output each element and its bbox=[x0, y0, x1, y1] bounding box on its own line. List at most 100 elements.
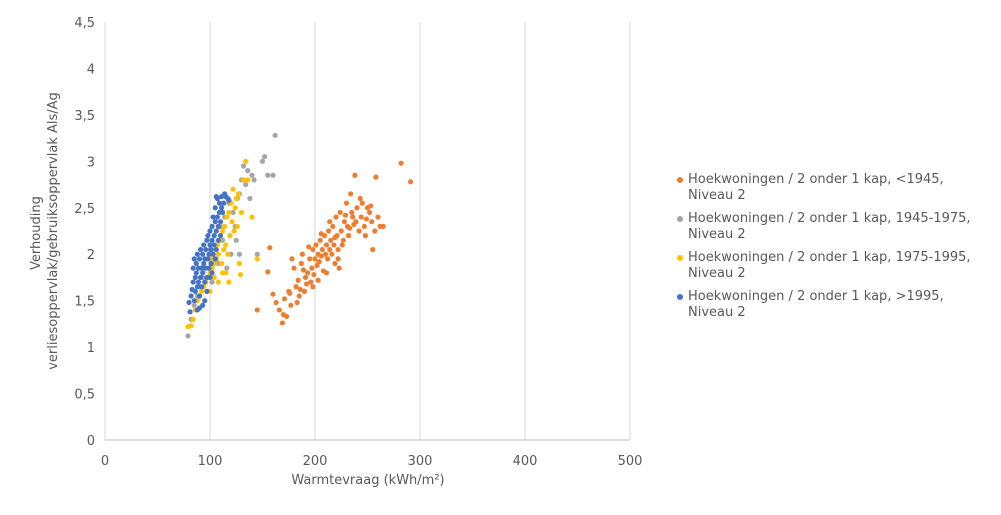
data-point-s0-25 bbox=[310, 246, 316, 253]
data-point-s0-70 bbox=[367, 209, 373, 216]
data-point-s3-66 bbox=[204, 288, 210, 294]
data-point-s3-52 bbox=[215, 223, 221, 229]
data-point-s2-23 bbox=[221, 246, 227, 253]
data-point-s3-5 bbox=[190, 265, 196, 271]
data-point-s0-87 bbox=[315, 277, 321, 283]
data-point-s0-12 bbox=[291, 265, 297, 271]
x-tick-label-5: 500 bbox=[618, 454, 643, 469]
data-point-s0-64 bbox=[356, 228, 362, 234]
data-point-s3-12 bbox=[194, 284, 200, 290]
data-point-s0-6 bbox=[279, 320, 286, 326]
data-point-s0-33 bbox=[318, 253, 324, 259]
data-point-s0-85 bbox=[306, 244, 312, 250]
data-point-s3-37 bbox=[207, 228, 213, 234]
y-tick-label-7: 3,5 bbox=[74, 109, 95, 124]
data-point-s3-14 bbox=[195, 279, 202, 285]
data-point-s0-78 bbox=[398, 160, 404, 166]
data-point-s0-15 bbox=[296, 293, 302, 299]
data-point-s0-52 bbox=[338, 228, 344, 234]
data-point-s3-28 bbox=[203, 246, 209, 253]
data-point-s3-17 bbox=[196, 293, 203, 299]
data-point-s0-65 bbox=[358, 214, 364, 220]
legend-marker-icon bbox=[677, 177, 683, 183]
data-point-s0-72 bbox=[370, 246, 376, 253]
data-point-s3-34 bbox=[206, 251, 212, 257]
data-point-s0-77 bbox=[380, 223, 386, 229]
data-point-s3-0 bbox=[186, 299, 192, 306]
legend-item-2: Hoekwoningen / 2 onder 1 kap, 1975-1995,… bbox=[676, 250, 996, 282]
data-point-s0-40 bbox=[326, 228, 332, 234]
data-point-s0-50 bbox=[336, 265, 342, 271]
data-point-s0-90 bbox=[327, 219, 333, 225]
data-point-s0-88 bbox=[318, 231, 324, 237]
data-point-s0-10 bbox=[288, 302, 294, 308]
data-point-s0-27 bbox=[312, 256, 318, 262]
data-point-s0-74 bbox=[373, 174, 379, 180]
data-point-s3-35 bbox=[206, 265, 212, 271]
data-point-s1-2 bbox=[191, 302, 197, 308]
data-point-s1-25 bbox=[243, 181, 249, 188]
series-3 bbox=[186, 191, 232, 315]
x-axis-title: Warmtevraag (kWh/m²) bbox=[291, 473, 444, 488]
y-tick-label-6: 3 bbox=[87, 155, 95, 170]
data-point-s1-28 bbox=[249, 172, 255, 178]
data-point-s1-31 bbox=[259, 158, 266, 164]
legend-item-0: Hoekwoningen / 2 onder 1 kap, <1945, Niv… bbox=[676, 172, 996, 204]
data-point-s3-71 bbox=[209, 270, 215, 276]
data-point-s2-40 bbox=[238, 209, 245, 216]
data-point-s3-56 bbox=[217, 219, 224, 225]
legend-marker-icon bbox=[677, 255, 683, 261]
data-point-s1-30 bbox=[254, 251, 260, 257]
data-point-s2-47 bbox=[226, 279, 232, 285]
data-point-s2-28 bbox=[226, 209, 232, 216]
series-0 bbox=[254, 160, 414, 326]
data-point-s3-38 bbox=[208, 260, 214, 267]
data-point-s0-19 bbox=[302, 274, 309, 281]
y-axis-title-line1: Verhouding bbox=[29, 196, 44, 270]
legend-marker-icon bbox=[677, 294, 683, 300]
x-tick-label-3: 300 bbox=[408, 454, 433, 469]
data-point-s1-16 bbox=[224, 265, 230, 271]
data-point-s3-41 bbox=[209, 223, 215, 229]
data-point-s1-29 bbox=[251, 177, 257, 183]
data-point-s2-18 bbox=[215, 251, 221, 257]
data-point-s0-23 bbox=[308, 279, 314, 285]
data-point-s1-27 bbox=[247, 195, 253, 202]
data-point-s0-71 bbox=[369, 219, 375, 225]
data-point-s3-55 bbox=[216, 200, 223, 206]
data-point-s2-25 bbox=[223, 242, 229, 248]
x-tick-label-0: 0 bbox=[101, 454, 109, 469]
data-point-s2-49 bbox=[220, 270, 226, 276]
data-point-s0-39 bbox=[325, 256, 331, 262]
data-point-s1-26 bbox=[245, 168, 251, 174]
data-point-s3-32 bbox=[205, 256, 211, 262]
data-point-s2-39 bbox=[237, 272, 244, 278]
data-point-s2-2 bbox=[190, 316, 196, 322]
data-point-s3-57 bbox=[218, 205, 225, 211]
data-point-s0-43 bbox=[329, 251, 335, 257]
data-point-s0-59 bbox=[349, 209, 355, 216]
y-tick-label-4: 2 bbox=[87, 248, 95, 263]
data-point-s0-79 bbox=[407, 179, 414, 185]
data-point-s0-14 bbox=[295, 277, 301, 283]
data-point-s0-67 bbox=[361, 223, 367, 229]
data-point-s2-45 bbox=[254, 256, 260, 262]
y-tick-label-1: 0,5 bbox=[74, 388, 95, 403]
data-point-s0-92 bbox=[335, 256, 341, 262]
data-point-s0-37 bbox=[322, 251, 329, 257]
data-point-s3-8 bbox=[192, 274, 198, 281]
data-point-s0-94 bbox=[342, 212, 349, 218]
data-point-s0-83 bbox=[297, 286, 303, 293]
data-point-s0-89 bbox=[323, 270, 330, 276]
data-point-s0-49 bbox=[335, 246, 341, 253]
data-point-s2-31 bbox=[229, 219, 235, 225]
data-point-s3-18 bbox=[197, 246, 204, 253]
legend-item-1: Hoekwoningen / 2 onder 1 kap, 1945-1975,… bbox=[676, 211, 996, 243]
data-point-s3-45 bbox=[211, 242, 217, 248]
data-point-s1-33 bbox=[265, 172, 271, 178]
data-point-s0-24 bbox=[309, 265, 315, 271]
data-point-s0-51 bbox=[337, 209, 343, 216]
data-point-s2-24 bbox=[222, 223, 228, 229]
data-point-s3-23 bbox=[200, 270, 206, 276]
data-point-s2-33 bbox=[231, 228, 237, 234]
